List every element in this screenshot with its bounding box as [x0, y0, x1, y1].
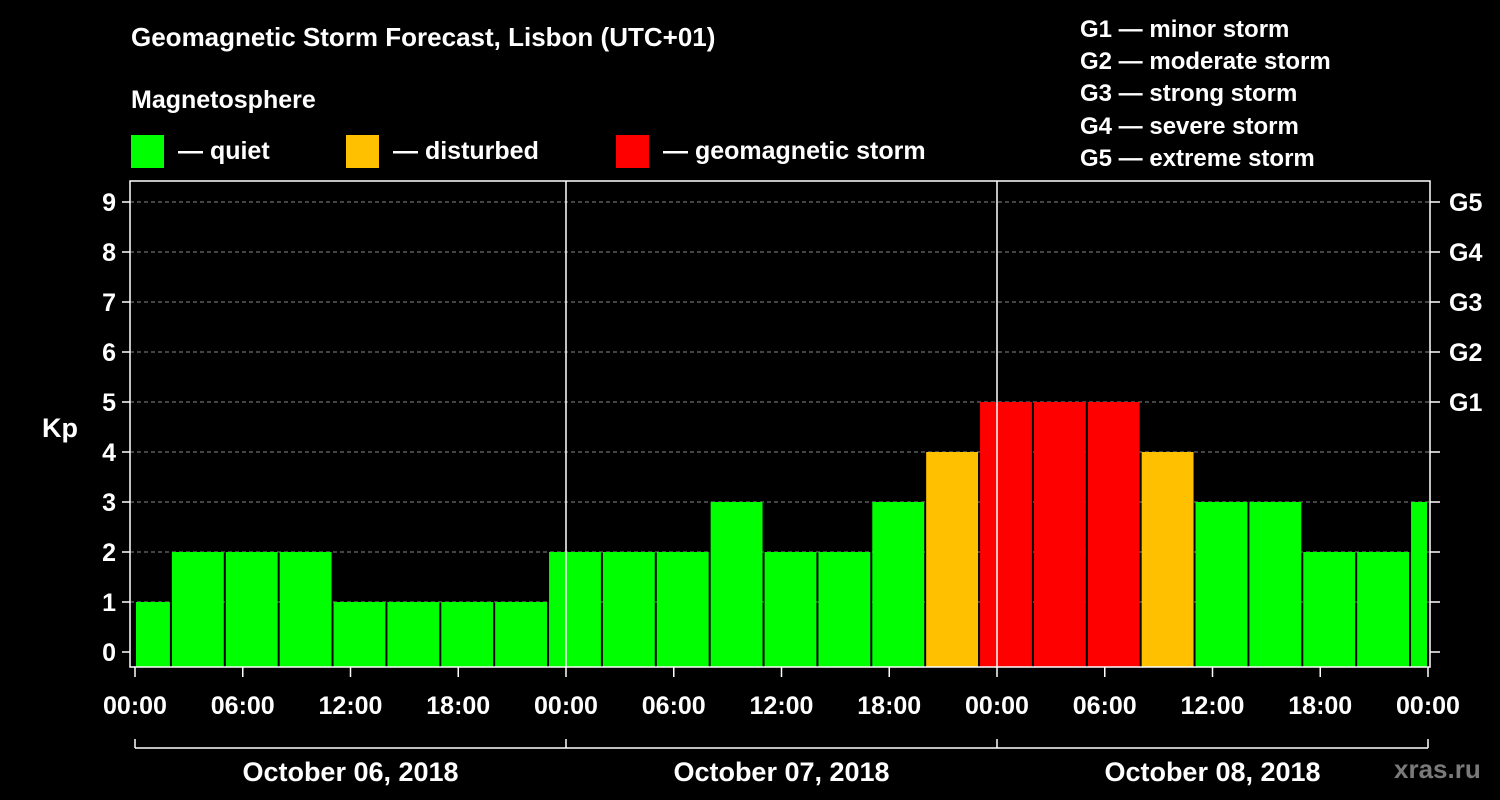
- y-tick-label: 3: [102, 489, 116, 517]
- storm-scale-g2: G2 — moderate storm: [1080, 48, 1331, 76]
- legend-swatch-quiet: [131, 134, 164, 168]
- kp-bar: [1141, 452, 1194, 667]
- y-tick-label: 1: [102, 589, 116, 617]
- kp-bar: [1195, 502, 1248, 667]
- y-tick-label: 6: [102, 339, 116, 367]
- legend-label-storm: — geomagnetic storm: [663, 136, 926, 165]
- legend-swatch-storm: [616, 134, 649, 168]
- kp-bar: [926, 452, 979, 667]
- x-tick-label: 00:00: [1396, 692, 1460, 720]
- kp-bar: [1357, 552, 1410, 667]
- storm-scale-g1: G1 — minor storm: [1080, 16, 1290, 43]
- legend-swatch-disturbed: [346, 134, 379, 168]
- y-tick-label: 2: [102, 539, 116, 567]
- magnetosphere-heading: Magnetosphere: [131, 86, 316, 114]
- legend-label-disturbed: — disturbed: [393, 136, 539, 165]
- legend-item-disturbed: — disturbed: [346, 134, 539, 168]
- day-label: October 08, 2018: [1104, 757, 1320, 787]
- kp-bar: [549, 552, 601, 667]
- legend-label-quiet: — quiet: [178, 136, 270, 165]
- kp-bar: [872, 502, 925, 667]
- kp-bar: [1411, 502, 1427, 667]
- x-tick-label: 18:00: [426, 692, 490, 720]
- kp-bar: [656, 552, 709, 667]
- x-tick-label: 18:00: [857, 692, 921, 720]
- kp-bar: [279, 552, 332, 667]
- storm-scale-g5: G5 — extreme storm: [1080, 144, 1315, 172]
- day-label: October 07, 2018: [673, 757, 889, 787]
- y-tick-label: 0: [102, 639, 116, 667]
- day-label: October 06, 2018: [242, 757, 458, 787]
- kp-bar: [333, 602, 386, 667]
- x-tick-label: 12:00: [750, 692, 814, 720]
- x-tick-label: 00:00: [534, 692, 598, 720]
- y-axis-label: Kp: [42, 413, 78, 443]
- x-tick-label: 00:00: [965, 692, 1029, 720]
- x-tick-label: 00:00: [103, 692, 167, 720]
- kp-bar: [171, 552, 224, 667]
- kp-bar: [1087, 402, 1140, 667]
- kp-bar: [441, 602, 494, 667]
- storm-scale-g3: G3 — strong storm: [1080, 80, 1298, 108]
- legend-item-storm: — geomagnetic storm: [616, 134, 926, 168]
- storm-level-label: G4: [1449, 239, 1482, 267]
- x-tick-label: 12:00: [1181, 692, 1245, 720]
- y-tick-label: 4: [102, 439, 116, 467]
- x-tick-label: 06:00: [642, 692, 706, 720]
- kp-bar: [764, 552, 817, 667]
- kp-bar: [225, 552, 278, 667]
- x-tick-label: 12:00: [319, 692, 383, 720]
- kp-bar: [1033, 402, 1086, 667]
- storm-level-label: G1: [1449, 389, 1482, 417]
- x-tick-label: 06:00: [211, 692, 275, 720]
- y-tick-label: 8: [102, 239, 116, 267]
- plot-frame: [129, 180, 1431, 668]
- kp-bar: [710, 502, 763, 667]
- y-tick-label: 5: [102, 389, 116, 417]
- storm-level-label: G5: [1449, 189, 1482, 217]
- kp-bar: [818, 552, 871, 667]
- kp-bar: [136, 602, 170, 667]
- chart-title: Geomagnetic Storm Forecast, Lisbon (UTC+…: [131, 22, 716, 52]
- legend-item-quiet: — quiet: [131, 134, 270, 168]
- kp-bar: [387, 602, 440, 667]
- y-tick-label: 9: [102, 189, 116, 217]
- kp-bar: [1303, 552, 1356, 667]
- watermark: xras.ru: [1394, 754, 1481, 784]
- storm-level-label: G3: [1449, 289, 1482, 317]
- kp-bar: [980, 402, 1032, 667]
- y-tick-label: 7: [102, 289, 116, 317]
- storm-scale-list: G1 — minor storm G2 — moderate storm G3 …: [1080, 14, 1331, 175]
- storm-scale-g4: G4 — severe storm: [1080, 112, 1299, 140]
- x-tick-label: 06:00: [1073, 692, 1137, 720]
- kp-bar: [602, 552, 655, 667]
- storm-level-label: G2: [1449, 339, 1482, 367]
- kp-bar: [1249, 502, 1302, 667]
- kp-bar: [495, 602, 548, 667]
- x-tick-label: 18:00: [1288, 692, 1352, 720]
